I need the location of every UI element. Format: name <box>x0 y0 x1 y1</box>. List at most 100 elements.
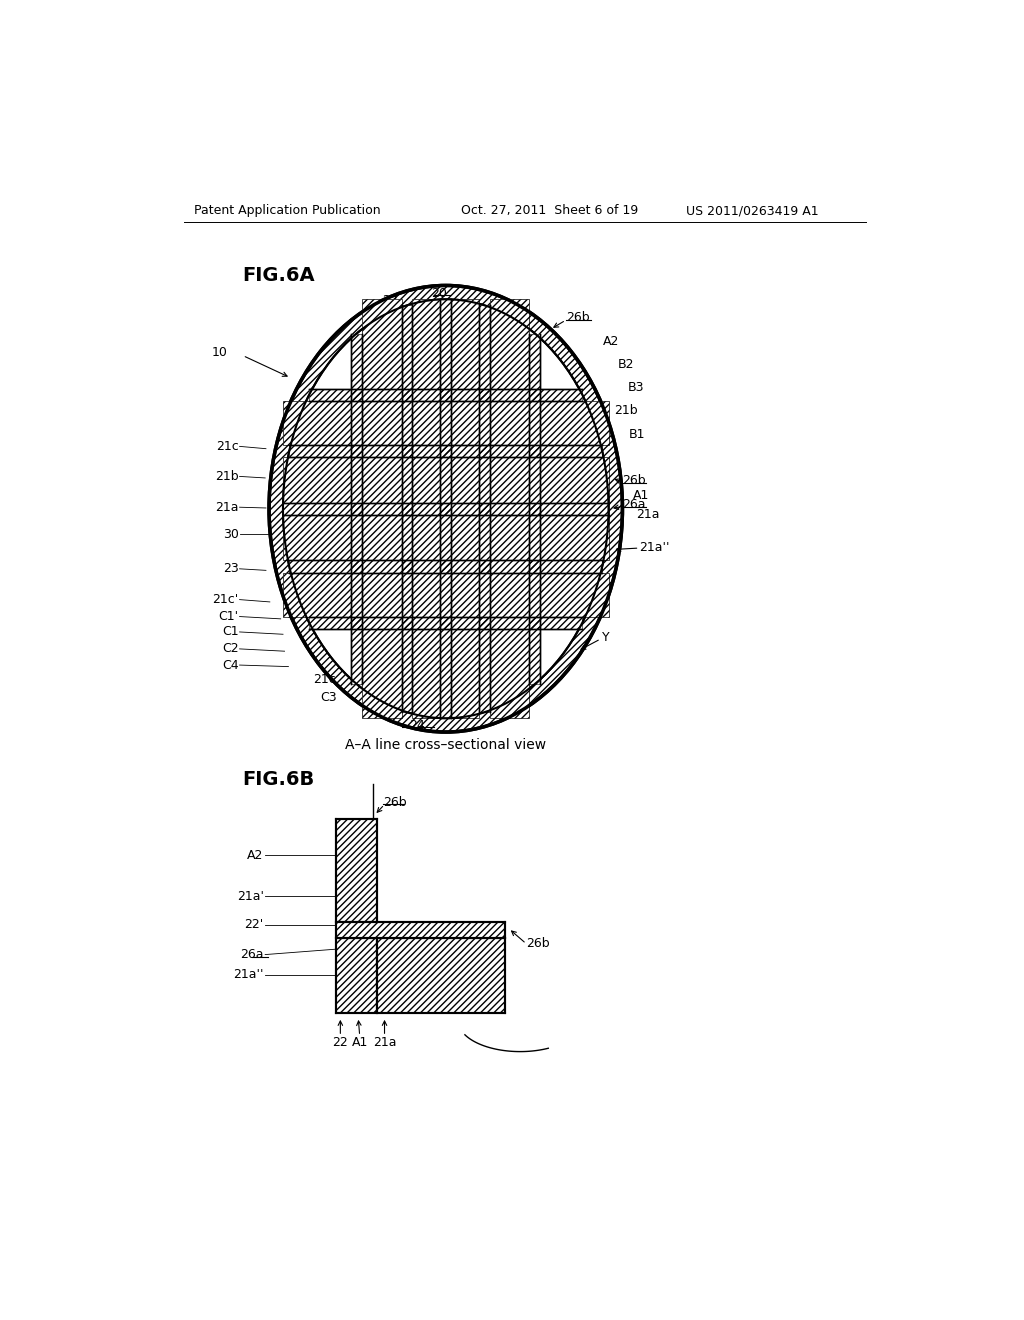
Bar <box>362 300 401 388</box>
Text: 26b: 26b <box>526 937 550 950</box>
Bar <box>452 300 479 388</box>
Bar <box>362 515 401 560</box>
Text: 21a'': 21a'' <box>640 541 670 554</box>
Bar <box>489 573 529 616</box>
Bar <box>290 560 602 573</box>
Text: 21a: 21a <box>215 500 239 513</box>
Bar <box>362 457 401 503</box>
Text: C1: C1 <box>222 626 239 639</box>
Text: A1: A1 <box>351 1036 368 1049</box>
Text: 20: 20 <box>431 286 447 300</box>
Bar <box>413 628 440 718</box>
Text: 21a: 21a <box>636 508 659 521</box>
Bar <box>489 457 529 503</box>
Text: C2: C2 <box>222 643 239 656</box>
Bar <box>362 457 401 503</box>
Bar <box>452 573 479 616</box>
Bar <box>489 300 529 388</box>
Bar <box>452 573 479 616</box>
Bar <box>529 334 541 684</box>
Bar <box>283 515 351 560</box>
Bar <box>362 300 401 388</box>
Text: 23: 23 <box>223 562 239 576</box>
Bar <box>283 503 608 515</box>
Text: 26b: 26b <box>622 474 645 487</box>
Text: A2: A2 <box>603 335 620 348</box>
Bar <box>362 573 401 616</box>
Bar <box>541 515 608 560</box>
Text: A2: A2 <box>247 849 263 862</box>
Bar <box>413 515 440 560</box>
Bar <box>283 503 608 515</box>
Text: 26a: 26a <box>240 948 263 961</box>
Ellipse shape <box>283 300 608 718</box>
Bar <box>401 305 413 713</box>
Text: B3: B3 <box>628 381 644 395</box>
Bar <box>351 334 362 684</box>
Bar <box>413 457 440 503</box>
Bar <box>290 560 602 573</box>
Bar <box>529 334 541 684</box>
Bar <box>337 937 377 1014</box>
Bar <box>541 573 608 616</box>
Bar <box>362 401 401 445</box>
Text: 10: 10 <box>211 346 227 359</box>
Text: Y: Y <box>602 631 610 644</box>
Bar <box>283 457 351 503</box>
Bar <box>489 401 529 445</box>
Bar <box>541 573 608 616</box>
Bar <box>489 628 529 718</box>
Text: C3: C3 <box>321 690 337 704</box>
Bar <box>452 515 479 560</box>
Bar <box>541 515 608 560</box>
Bar <box>440 300 452 718</box>
Bar <box>452 515 479 560</box>
Bar <box>452 628 479 718</box>
Bar <box>479 305 489 713</box>
Text: B1: B1 <box>629 428 645 441</box>
Bar <box>413 628 440 718</box>
Bar <box>377 937 505 1014</box>
Text: US 2011/0263419 A1: US 2011/0263419 A1 <box>686 205 818 218</box>
Text: FIG.6B: FIG.6B <box>243 771 315 789</box>
Bar <box>337 923 505 937</box>
Bar <box>440 300 452 718</box>
Bar <box>413 573 440 616</box>
Text: 22: 22 <box>382 294 398 308</box>
Bar <box>452 457 479 503</box>
Bar <box>413 515 440 560</box>
Text: 24: 24 <box>410 718 425 731</box>
Text: 26b: 26b <box>383 796 407 809</box>
Text: B2: B2 <box>617 358 634 371</box>
Bar <box>489 457 529 503</box>
Bar <box>452 628 479 718</box>
Bar <box>413 300 440 388</box>
Text: 22: 22 <box>333 1036 348 1049</box>
Text: 22': 22' <box>245 917 263 931</box>
Bar <box>377 937 505 1014</box>
Bar <box>541 457 608 503</box>
Bar <box>413 401 440 445</box>
Bar <box>489 401 529 445</box>
Bar <box>489 628 529 718</box>
Bar <box>337 818 377 923</box>
Bar <box>362 628 401 718</box>
Text: Patent Application Publication: Patent Application Publication <box>194 205 381 218</box>
Text: C4: C4 <box>222 659 239 672</box>
Bar <box>413 457 440 503</box>
Text: 21c: 21c <box>313 673 336 686</box>
Bar <box>362 401 401 445</box>
Text: 21a': 21a' <box>237 890 263 903</box>
Bar <box>283 573 351 616</box>
Bar <box>489 573 529 616</box>
Bar <box>489 300 529 388</box>
Bar <box>283 573 351 616</box>
Bar <box>309 388 583 401</box>
Bar <box>351 334 362 684</box>
Bar <box>283 401 351 445</box>
Bar <box>541 457 608 503</box>
Bar <box>290 445 602 457</box>
Text: 21a'': 21a'' <box>233 968 263 981</box>
Text: 26b: 26b <box>566 312 590 325</box>
Text: 21a': 21a' <box>502 300 528 313</box>
